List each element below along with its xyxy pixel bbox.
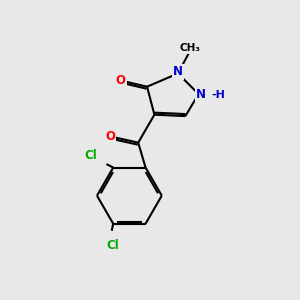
Text: N: N	[173, 65, 183, 79]
Text: Cl: Cl	[84, 149, 97, 162]
Text: Cl: Cl	[107, 239, 120, 252]
Text: O: O	[105, 130, 115, 143]
Text: O: O	[116, 74, 126, 87]
Text: -H: -H	[211, 90, 225, 100]
Text: CH₃: CH₃	[179, 43, 200, 53]
Text: N: N	[196, 88, 206, 100]
